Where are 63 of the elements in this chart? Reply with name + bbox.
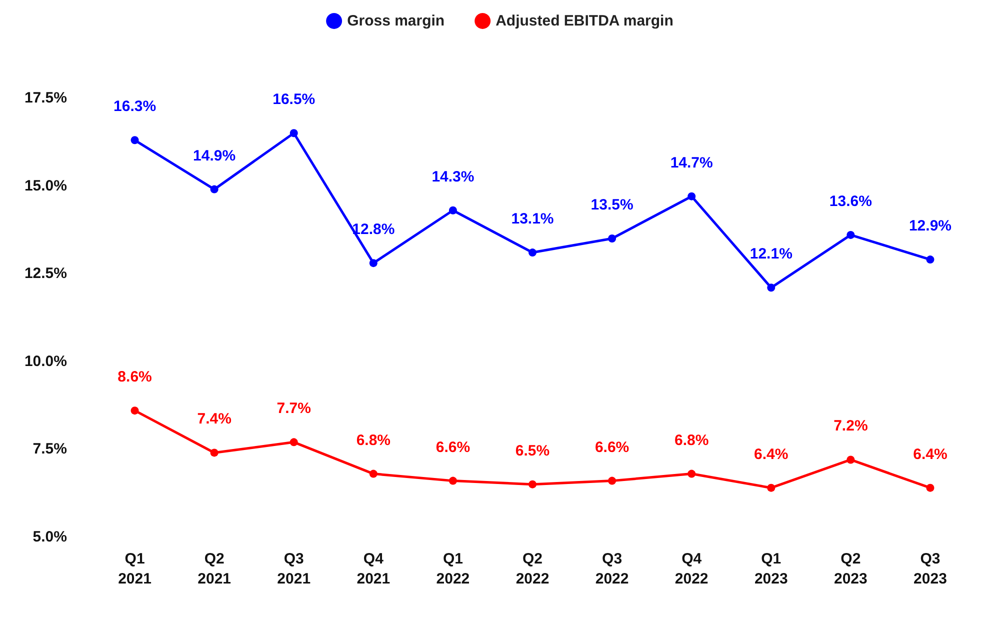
x-tick-label: Q3 2023 (914, 550, 947, 588)
data-label: 6.4% (754, 446, 788, 463)
point (608, 476, 616, 485)
point (210, 448, 218, 457)
point (608, 234, 616, 242)
y-tick-label: 5.0% (32, 528, 67, 546)
y-tick-label: 15.0% (24, 177, 67, 194)
point (290, 129, 298, 138)
data-label: 16.5% (272, 91, 316, 108)
point (846, 456, 855, 464)
y-tick-label: 17.5% (24, 90, 67, 106)
x-tick-label: Q2 2023 (834, 550, 868, 588)
point (528, 480, 536, 488)
legend-label: Gross margin (347, 12, 445, 30)
x-tick-label: Q2 2022 (516, 550, 550, 588)
data-label: 7.7% (276, 400, 311, 418)
x-tick-label: Q1 2022 (436, 550, 470, 588)
point (926, 256, 934, 264)
data-label: 13.1% (511, 210, 554, 228)
data-label: 12.9% (908, 218, 952, 235)
data-label: 12.8% (352, 221, 395, 238)
data-label: 7.2% (834, 418, 868, 435)
point (926, 484, 934, 492)
data-label: 8.6% (118, 368, 152, 386)
data-label: 12.1% (750, 246, 792, 263)
data-label: 6.8% (674, 432, 709, 449)
y-tick-label: 7.5% (32, 440, 67, 458)
point (130, 406, 139, 415)
x-tick-label: Q1 2021 (118, 550, 152, 588)
data-label: 6.6% (594, 438, 630, 456)
data-label: 13.5% (590, 196, 634, 214)
point (846, 230, 855, 239)
point (688, 470, 696, 478)
point (528, 248, 536, 257)
point (448, 476, 457, 485)
point (210, 185, 218, 194)
x-tick-label: Q3 2022 (595, 550, 629, 588)
point (290, 438, 298, 446)
point (767, 484, 776, 492)
x-tick-label: Q4 2021 (356, 550, 390, 588)
point (130, 136, 139, 144)
data-label: 14.3% (432, 168, 474, 186)
point (688, 192, 696, 200)
legend-label: Adjusted EBITDA margin (496, 12, 674, 30)
data-label: 6.8% (356, 432, 391, 449)
data-label: 6.5% (515, 442, 550, 460)
point (369, 470, 378, 478)
x-tick-label: Q4 2022 (674, 550, 708, 588)
x-tick-label: Q1 2023 (754, 550, 788, 588)
data-label: 6.6% (436, 438, 470, 456)
data-label: 14.7% (670, 154, 713, 172)
data-label: 14.9% (193, 147, 236, 164)
data-label: 6.4% (913, 446, 948, 463)
point (369, 259, 378, 268)
data-label: 16.3% (114, 98, 156, 116)
point (767, 284, 776, 292)
x-tick-label: Q2 2021 (198, 550, 232, 588)
x-tick-label: Q3 2021 (277, 550, 311, 588)
point (448, 206, 457, 214)
data-label: 7.4% (197, 410, 232, 428)
y-tick-label: 12.5% (24, 265, 67, 282)
y-tick-label: 10.0% (24, 352, 67, 370)
data-label: 13.6% (829, 192, 872, 210)
